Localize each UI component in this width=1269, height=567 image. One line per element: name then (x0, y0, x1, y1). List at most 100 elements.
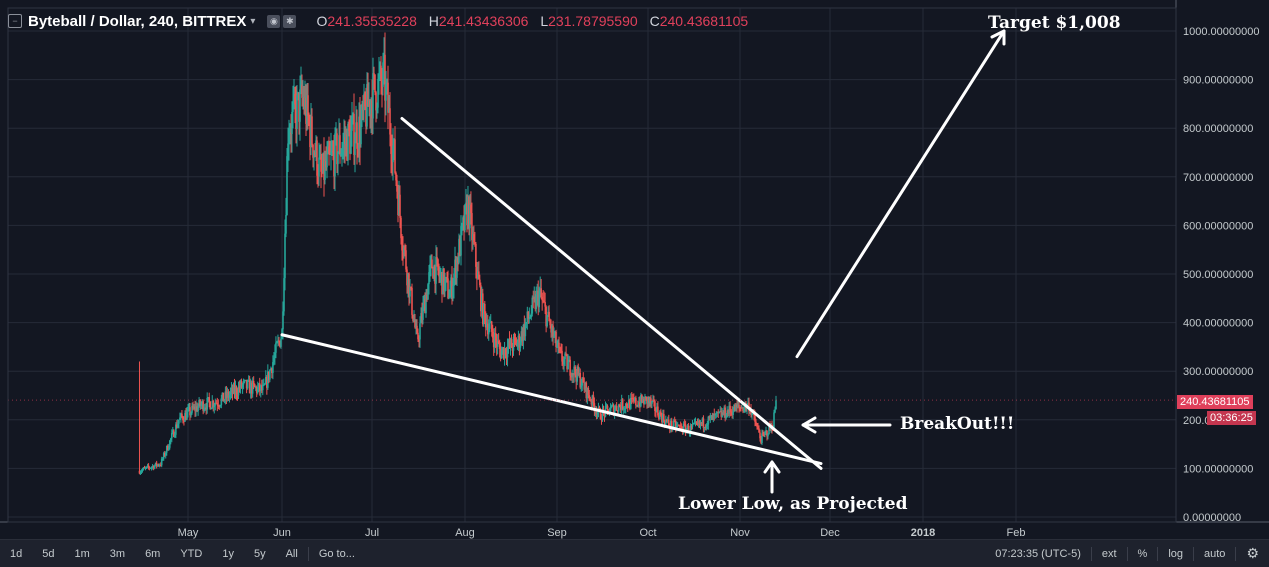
candle-body (450, 277, 452, 292)
candle-body (156, 464, 159, 466)
range-1m[interactable]: 1m (74, 547, 90, 560)
candle-body (767, 434, 769, 437)
chevron-down-icon[interactable]: ▾ (250, 15, 256, 27)
candle-body (482, 293, 484, 325)
goto-button[interactable]: Go to... (318, 547, 355, 560)
candle-body (468, 196, 470, 229)
ext-toggle[interactable]: ext (1101, 547, 1117, 560)
clock-readout[interactable]: 07:23:35 (UTC-5) (995, 547, 1081, 560)
candle-body (239, 381, 242, 389)
candle-body (326, 153, 328, 168)
candle-body (175, 424, 177, 435)
log-toggle[interactable]: log (1168, 547, 1184, 560)
range-all[interactable]: All (285, 547, 298, 560)
candle-body (583, 382, 586, 390)
candle-body (475, 243, 477, 267)
candle-body (729, 405, 731, 412)
price-chart[interactable]: 0.00000000100.00000000200.00000000300.00… (0, 0, 1269, 540)
candle-body (441, 272, 443, 295)
candle-body (429, 264, 431, 273)
candle-body (159, 464, 162, 466)
auto-toggle[interactable]: auto (1204, 547, 1226, 560)
candle-body (663, 414, 665, 421)
candle-body (449, 291, 451, 298)
candle-body (599, 410, 602, 420)
candle-body (636, 405, 638, 407)
range-1d[interactable]: 1d (10, 547, 23, 560)
last-price-tag: 240.43681105 (1177, 395, 1253, 409)
candle-body (348, 123, 350, 131)
candle-body (742, 407, 744, 412)
candle-body (483, 303, 485, 325)
y-tick-label: 800.00000000 (1183, 123, 1253, 135)
candle-body (532, 297, 535, 299)
x-tick-label: Sep (547, 527, 567, 539)
candle-body (523, 324, 526, 337)
candle-body (278, 340, 280, 342)
candle-body (245, 379, 248, 389)
candle-body (667, 419, 670, 426)
candle-body (576, 366, 578, 382)
candle-body (689, 425, 692, 433)
candle-body (451, 277, 453, 297)
candle-body (716, 411, 719, 413)
candle-body (490, 321, 493, 332)
candle-body (463, 217, 465, 231)
candle-body (195, 406, 197, 412)
candle-body (374, 74, 376, 93)
candle-body (309, 121, 311, 148)
range-6m[interactable]: 6m (145, 547, 161, 560)
range-1y[interactable]: 1y (222, 547, 234, 560)
candle-body (376, 107, 378, 111)
candle-body (527, 311, 530, 319)
candle-body (496, 341, 499, 347)
candle-body (618, 404, 621, 407)
candle-body (510, 339, 513, 348)
candle-body (325, 161, 327, 168)
candle-body (706, 424, 709, 427)
candle-body (458, 238, 460, 263)
candle-body (620, 399, 623, 410)
candle-body (732, 411, 734, 415)
candle-body (316, 140, 318, 176)
candle-body (380, 65, 382, 81)
candle-body (461, 223, 463, 227)
gear-icon[interactable]: ⚙ (1246, 545, 1259, 561)
candle-body (335, 133, 337, 135)
candle-body (406, 269, 408, 286)
candle-body (426, 294, 428, 300)
candle-body (140, 471, 143, 473)
candle-body (435, 256, 437, 284)
candle-body (721, 412, 723, 417)
candle-body (762, 433, 764, 435)
collapse-icon[interactable]: − (8, 14, 22, 28)
candlesticks (138, 32, 777, 475)
candle-body (438, 270, 440, 277)
candle-body (474, 242, 476, 244)
range-5d[interactable]: 5d (42, 547, 55, 560)
candle-body (375, 92, 377, 111)
settings-icon[interactable]: ✱ (283, 14, 297, 28)
candle-body (582, 377, 585, 383)
percent-toggle[interactable]: % (1137, 547, 1148, 560)
candle-body (430, 259, 432, 265)
candle-body (691, 424, 694, 427)
candle-body (659, 411, 661, 420)
divider (307, 546, 309, 561)
eye-icon[interactable]: ◉ (267, 14, 281, 28)
candle-body (690, 425, 693, 427)
candle-body (537, 290, 540, 308)
symbol-title[interactable]: Byteball / Dollar, 240, BITTREX (28, 12, 247, 30)
candle-body (185, 413, 187, 420)
candle-body (370, 100, 372, 115)
candle-body (212, 400, 215, 408)
candle-body (494, 332, 497, 341)
candle-body (507, 340, 510, 348)
range-3m[interactable]: 3m (109, 547, 126, 560)
candle-body (500, 350, 503, 359)
candle-body (775, 400, 777, 410)
candle-body (365, 106, 367, 127)
candle-body (372, 73, 374, 119)
range-5y[interactable]: 5y (253, 547, 266, 560)
range-ytd[interactable]: YTD (180, 547, 203, 560)
